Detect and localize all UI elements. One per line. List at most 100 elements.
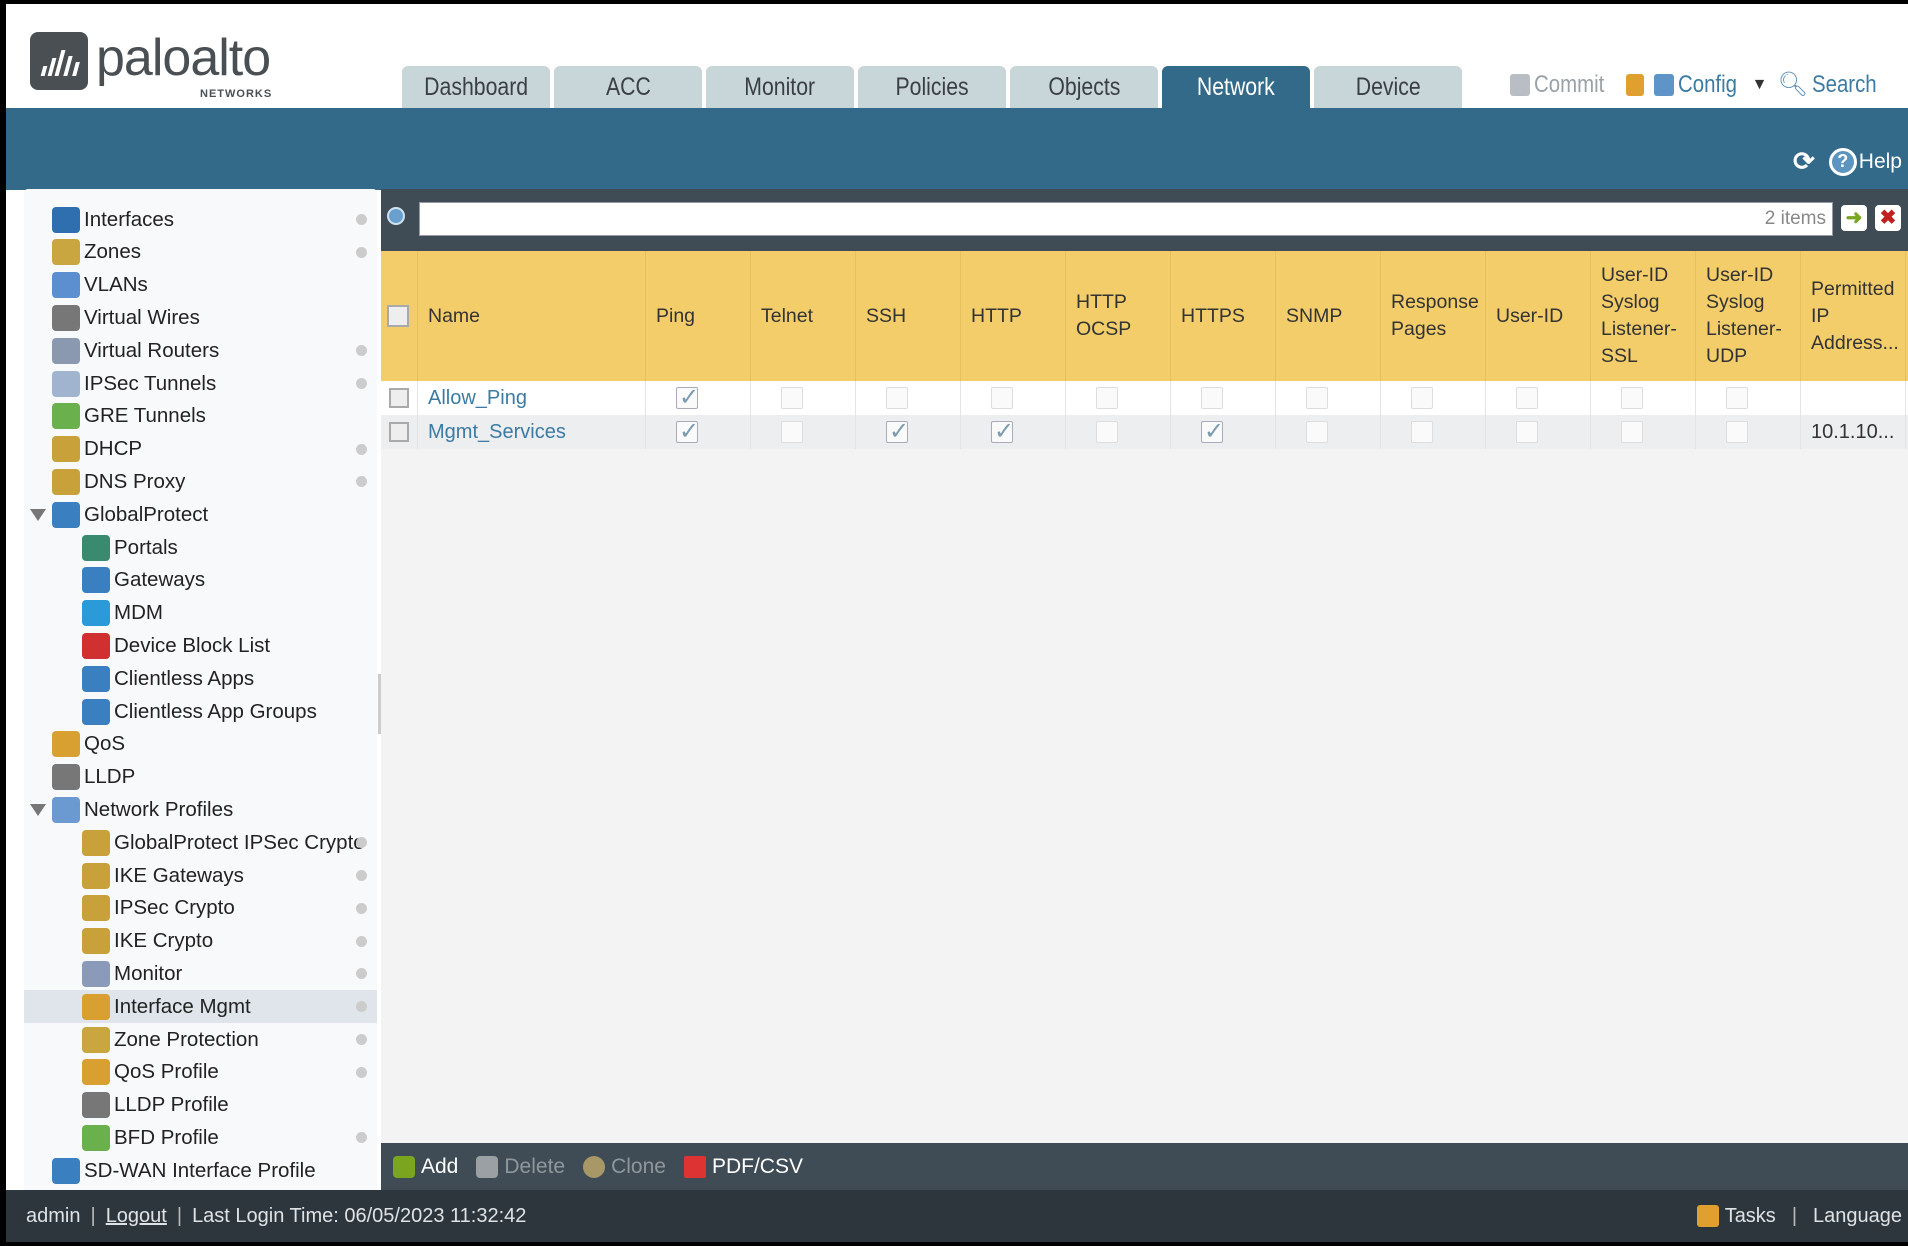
sidebar-item-label: Network Profiles (84, 797, 234, 821)
sidebar-collapse-handle[interactable] (378, 674, 382, 734)
column-header[interactable]: Permitted IP Address... (1801, 251, 1906, 381)
delete-button[interactable]: Delete (476, 1155, 565, 1179)
network-profiles-icon (52, 796, 80, 823)
select-all-checkbox[interactable] (387, 305, 409, 327)
sidebar-item-lldp[interactable]: LLDP (24, 761, 377, 794)
sidebar-item-qos-profile[interactable]: QoS Profile (24, 1056, 377, 1089)
tab-label: Network (1197, 72, 1275, 101)
sidebar-item-label: LLDP Profile (114, 1093, 229, 1117)
column-header[interactable]: User-ID Syslog Listener- UDP (1696, 251, 1801, 381)
refresh-icon[interactable]: ⟳ (1793, 146, 1815, 176)
status-dot-icon (356, 935, 367, 947)
expand-triangle-icon[interactable] (30, 803, 46, 816)
dhcp-icon (52, 436, 80, 463)
sidebar-item-interface-mgmt[interactable]: Interface Mgmt (24, 990, 377, 1024)
column-header[interactable]: Response Pages (1381, 251, 1486, 381)
column-header[interactable]: User-ID (1486, 251, 1591, 381)
sidebar-item-ike-crypto[interactable]: IKE Crypto (24, 925, 377, 958)
sidebar-item-ipsec-crypto[interactable]: IPSec Crypto (24, 892, 377, 925)
pdf-csv-button[interactable]: PDF/CSV (683, 1154, 803, 1179)
portals-icon (82, 534, 110, 561)
column-header[interactable]: SSH (856, 251, 961, 381)
sidebar-item-zones[interactable]: Zones (24, 236, 377, 269)
sidebar-item-clientless-app-groups[interactable]: Clientless App Groups (24, 695, 377, 728)
tab-monitor[interactable]: Monitor (706, 66, 854, 108)
add-button[interactable]: Add (393, 1155, 458, 1179)
sidebar-item-vlans[interactable]: VLANs (24, 269, 377, 302)
virtual-routers-icon (52, 337, 80, 364)
clear-filter-button[interactable]: ✖ (1875, 205, 1901, 231)
sidebar-item-lldp-profile[interactable]: LLDP Profile (24, 1089, 377, 1122)
sidebar-item-qos[interactable]: QoS (24, 728, 377, 761)
unchecked-checkbox (991, 387, 1013, 409)
column-header[interactable]: HTTP OCSP (1066, 251, 1171, 381)
name-link[interactable]: Allow_Ping (428, 386, 527, 409)
tab-network[interactable]: Network (1162, 66, 1310, 108)
pdf-csv-label: PDF/CSV (711, 1154, 803, 1178)
sidebar-item-label: MDM (114, 601, 163, 625)
sidebar-item-virtual-wires[interactable]: Virtual Wires (24, 301, 377, 334)
sidebar-item-mdm[interactable]: MDM (24, 597, 377, 630)
row-checkbox[interactable] (389, 422, 409, 442)
column-header[interactable]: HTTPS (1171, 251, 1276, 381)
sidebar-item-label: IKE Gateways (114, 863, 244, 887)
status-dot-icon (356, 1034, 367, 1045)
paloalto-logo: paloalto NETWORKS (30, 29, 271, 100)
sidebar-item-globalprotect-ipsec-crypto[interactable]: GlobalProtect IPSec Crypto (24, 826, 377, 859)
sidebar-item-gateways[interactable]: Gateways (24, 564, 377, 597)
column-header[interactable]: Ping (646, 251, 751, 381)
name-cell: Allow_Ping (418, 381, 646, 415)
column-header[interactable]: SNMP (1276, 251, 1381, 381)
tab-policies[interactable]: Policies (858, 66, 1006, 108)
sidebar-item-zone-protection[interactable]: Zone Protection (24, 1023, 377, 1056)
sidebar-item-dns-proxy[interactable]: DNS Proxy (24, 465, 377, 498)
status-dot-icon (356, 246, 367, 258)
check-cell (1696, 381, 1801, 415)
column-header[interactable]: Telnet (751, 251, 856, 381)
row-checkbox[interactable] (389, 388, 409, 408)
sidebar-item-ipsec-tunnels[interactable]: IPSec Tunnels (24, 367, 377, 400)
sidebar-item-interfaces[interactable]: Interfaces (24, 203, 377, 236)
sidebar-item-ike-gateways[interactable]: IKE Gateways (24, 859, 377, 892)
sidebar-item-gre-tunnels[interactable]: GRE Tunnels (24, 400, 377, 433)
sidebar-item-bfd-profile[interactable]: BFD Profile (24, 1121, 377, 1154)
check-cell (1381, 381, 1486, 415)
sidebar-item-virtual-routers[interactable]: Virtual Routers (24, 334, 377, 367)
logo-text: paloalto (96, 29, 271, 87)
column-header[interactable]: User-ID Syslog Listener- SSL (1591, 251, 1696, 381)
lock-icon[interactable] (1626, 73, 1645, 96)
filter-input[interactable]: 2 items (419, 202, 1833, 236)
column-header[interactable]: HTTP (961, 251, 1066, 381)
sidebar-item-globalprotect[interactable]: GlobalProtect (24, 498, 377, 531)
check-cell (1066, 381, 1171, 415)
sidebar-item-portals[interactable]: Portals (24, 531, 377, 564)
sidebar-item-device-block-list[interactable]: Device Block List (24, 629, 377, 662)
help-button[interactable]: ? Help (1828, 147, 1902, 176)
apply-filter-button[interactable]: ➜ (1841, 205, 1867, 231)
search-button[interactable]: 🔍︎ Search (1777, 70, 1888, 99)
table-row[interactable]: Mgmt_Services 10.1.10... (381, 415, 1908, 449)
unchecked-checkbox (781, 421, 803, 443)
language-link[interactable]: Language (1813, 1204, 1902, 1227)
sidebar-item-sd-wan-interface-profile[interactable]: SD-WAN Interface Profile (24, 1154, 377, 1187)
commit-button[interactable]: Commit (1509, 71, 1617, 99)
name-link[interactable]: Mgmt_Services (428, 420, 566, 443)
sidebar-item-monitor[interactable]: Monitor (24, 957, 377, 990)
sidebar-item-network-profiles[interactable]: Network Profiles (24, 793, 377, 826)
clone-button[interactable]: Clone (583, 1155, 666, 1179)
column-header[interactable]: Name (418, 251, 646, 381)
tab-acc[interactable]: ACC (554, 66, 702, 108)
config-menu[interactable]: Config ▼ (1654, 71, 1767, 99)
expand-triangle-icon[interactable] (30, 508, 46, 521)
tab-device[interactable]: Device (1314, 66, 1462, 108)
tasks-link[interactable]: Tasks (1724, 1204, 1776, 1227)
sidebar-item-clientless-apps[interactable]: Clientless Apps (24, 662, 377, 695)
logout-link[interactable]: Logout (105, 1204, 167, 1227)
checked-checkbox (676, 417, 699, 446)
check-cell (1066, 415, 1171, 449)
gre-tunnels-icon (52, 403, 80, 430)
sidebar-item-dhcp[interactable]: DHCP (24, 433, 377, 466)
tab-dashboard[interactable]: Dashboard (402, 66, 550, 108)
table-row[interactable]: Allow_Ping (381, 381, 1908, 415)
tab-objects[interactable]: Objects (1010, 66, 1158, 108)
